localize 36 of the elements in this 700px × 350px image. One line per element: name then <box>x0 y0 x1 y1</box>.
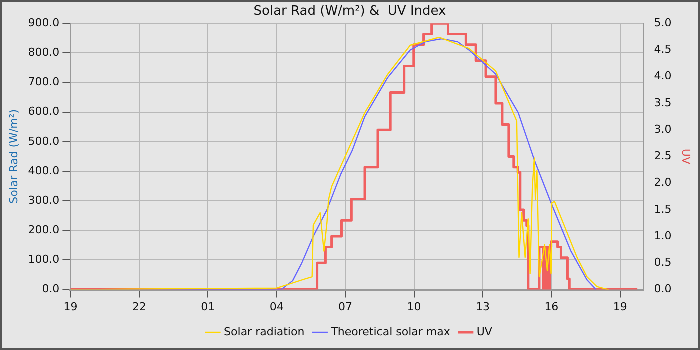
x-tick-label: 13 <box>476 300 490 314</box>
x-tick-label: 19 <box>64 300 78 314</box>
y2-tick-label: 4.5 <box>654 43 672 56</box>
y2-tick-label: 3.5 <box>654 96 672 110</box>
y-tick-label: 300.0 <box>28 194 60 207</box>
y2-tick-label: 1.0 <box>654 229 672 242</box>
x-tick-label: 04 <box>270 300 284 314</box>
y2-tick-label: 2.0 <box>654 176 672 190</box>
y-tick-label: 900.0 <box>28 16 60 30</box>
y-tick-label: 700.0 <box>28 76 60 89</box>
y2-tick-label: 1.5 <box>654 202 672 216</box>
y-tick-label: 600.0 <box>28 105 60 118</box>
legend-label: UV <box>476 325 493 338</box>
y2-tick-label: 0.5 <box>654 256 672 270</box>
x-tick-label: 10 <box>407 300 422 314</box>
x-tick-label: 07 <box>338 300 353 314</box>
x-tick-label: 22 <box>132 300 146 314</box>
y2-tick-label: 4.0 <box>654 70 672 83</box>
y2-tick-label: 5.0 <box>654 16 672 30</box>
x-tick-label: 16 <box>544 300 559 314</box>
x-tick-label: 19 <box>613 300 628 314</box>
y-tick-label: 500.0 <box>28 134 60 148</box>
y-tick-label: 100.0 <box>28 253 60 266</box>
y-tick-label: 0.0 <box>42 282 60 296</box>
y2-tick-label: 3.0 <box>654 122 672 136</box>
y2-tick-label: 0.0 <box>654 282 672 296</box>
legend-label: Theoretical solar max <box>330 325 451 338</box>
y2-tick-label: 2.5 <box>654 150 672 163</box>
y-tick-label: 400.0 <box>28 164 60 178</box>
y-axis-title: Solar Rad (W/m²) <box>7 109 20 204</box>
legend-label: Solar radiation <box>224 325 305 338</box>
chart-title: Solar Rad (W/m²) & UV Index <box>254 4 447 20</box>
y2-axis-title: UV <box>680 148 693 165</box>
x-tick-label: 01 <box>201 300 216 314</box>
y-tick-label: 800.0 <box>28 46 60 60</box>
y-tick-label: 200.0 <box>28 224 60 237</box>
